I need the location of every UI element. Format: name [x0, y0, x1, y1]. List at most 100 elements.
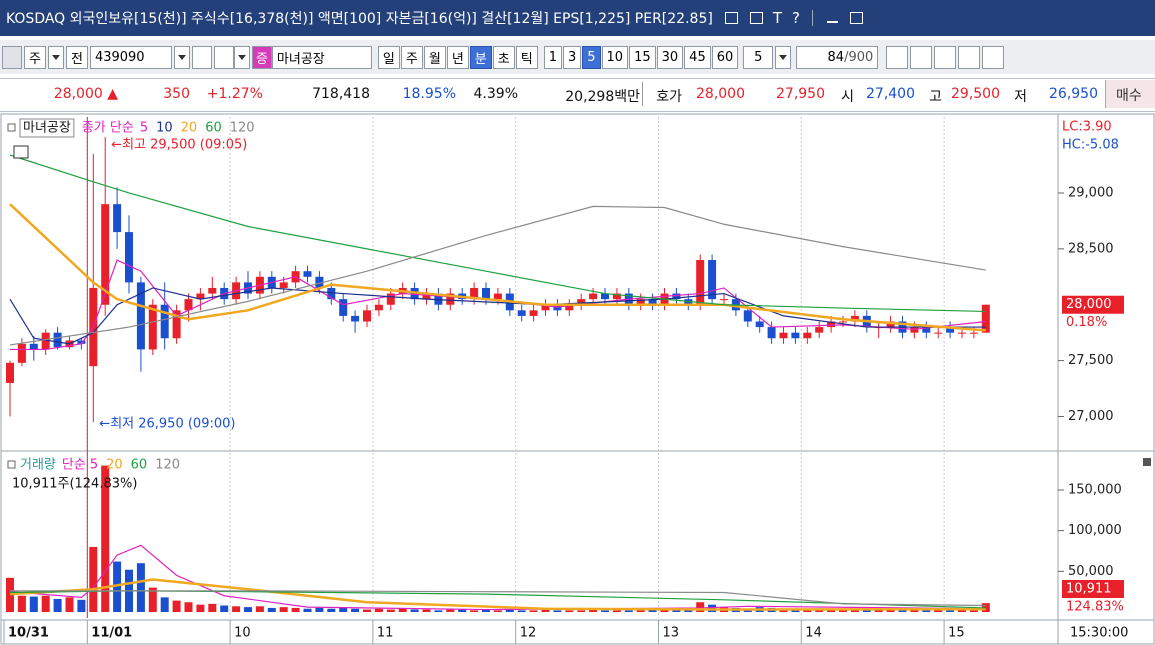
toolbar: 주 전 439090 증 마녀공장 일 주 월 년 분 초 틱 1 3 5 10 15 30 45 60 5 84/900	[0, 40, 1155, 74]
interval-button[interactable]: 5	[582, 45, 601, 69]
period-button[interactable]: 분	[469, 45, 492, 69]
period-button[interactable]: 년	[446, 45, 469, 69]
candle-body	[946, 327, 955, 333]
volume-bar	[422, 609, 431, 612]
volume-bar	[446, 609, 455, 612]
lc-label: LC:3.90	[1062, 120, 1112, 135]
volume-bar	[910, 609, 919, 612]
volume-bar	[684, 609, 693, 612]
check-icon[interactable]	[982, 45, 1005, 69]
candle-body	[125, 232, 133, 283]
candle-body	[577, 299, 586, 305]
candle-body	[648, 299, 657, 305]
volume-bar	[482, 609, 490, 612]
legend-entry: 60	[205, 121, 222, 136]
interval-button[interactable]: 30	[656, 45, 684, 69]
volume-bar	[541, 609, 550, 612]
legend-entry: 20	[181, 121, 198, 136]
dropdown[interactable]	[233, 45, 250, 69]
volume-bar	[279, 607, 288, 612]
volume-bar	[327, 608, 336, 612]
candle-body	[77, 340, 86, 344]
candle-body	[148, 304, 157, 350]
legend-entry: 20	[106, 458, 123, 473]
candle-body	[6, 362, 14, 383]
interval-button[interactable]: 3	[562, 45, 582, 69]
grid-icon[interactable]	[2, 45, 22, 69]
interval-button[interactable]: 45	[684, 45, 711, 69]
buy-button[interactable]: 매수	[1105, 80, 1155, 108]
volume-bar	[434, 610, 443, 612]
window-icon[interactable]	[749, 12, 763, 24]
candle-body	[41, 332, 50, 350]
settings-icon[interactable]	[958, 45, 981, 69]
annotation: ←최고 29,500 (09:05)	[111, 138, 247, 153]
search-icon[interactable]	[191, 45, 212, 69]
volume-bar	[160, 597, 169, 612]
legend-entry: 120	[230, 121, 255, 136]
candle-body	[589, 293, 598, 300]
title-bar: KOSDAQ 외국인보유[15(천)] 주식수[16,378(천)] 액면[10…	[0, 0, 1155, 36]
y-tick-label: 27,500	[1068, 353, 1114, 368]
candle-body	[17, 343, 26, 363]
sound-icon[interactable]	[213, 45, 234, 69]
candle-body	[482, 287, 490, 300]
mode-button[interactable]: 전	[65, 45, 88, 69]
volume-bar	[89, 546, 98, 612]
candle-body	[743, 310, 752, 322]
code-input[interactable]: 439090	[89, 45, 172, 69]
mode-button[interactable]: 주	[24, 45, 46, 69]
period-button[interactable]: 주	[400, 45, 423, 69]
minimize[interactable]	[826, 21, 838, 23]
dropdown[interactable]	[47, 45, 64, 69]
volume-bar	[232, 606, 241, 612]
volume-bar	[351, 608, 360, 612]
volume-bar	[958, 609, 966, 612]
period-button[interactable]: 초	[492, 45, 515, 69]
candle-body	[279, 282, 288, 288]
candle-body	[136, 282, 145, 350]
dropdown[interactable]	[775, 45, 792, 69]
text-icon[interactable]: T	[772, 9, 782, 27]
volume-bar	[291, 607, 300, 612]
interval-button[interactable]: 10	[601, 45, 629, 69]
interval-button[interactable]: 60	[711, 45, 739, 69]
volume-bar	[529, 610, 538, 612]
divider	[642, 82, 643, 106]
count[interactable]: 84	[827, 49, 845, 65]
volume-bar	[601, 610, 609, 612]
candle-body	[517, 310, 526, 316]
save-icon[interactable]	[934, 45, 957, 69]
stock-name[interactable]: 마녀공장	[271, 45, 372, 69]
quote-ratio1: 18.95%	[402, 86, 456, 102]
maximize[interactable]	[849, 12, 863, 24]
legend-title: 거래량	[20, 458, 56, 473]
layout-icon[interactable]	[724, 12, 738, 24]
volume-bar	[196, 604, 205, 612]
help-icon[interactable]: ?	[792, 9, 800, 27]
candle-body	[886, 321, 895, 328]
candle-body	[184, 299, 193, 311]
period-button[interactable]: 월	[423, 45, 446, 69]
dropdown[interactable]	[173, 45, 190, 69]
candle-body	[850, 315, 859, 322]
candle-body	[791, 332, 800, 339]
multiplier[interactable]: 5	[743, 45, 774, 69]
period-button[interactable]: 틱	[515, 45, 538, 69]
interval-button[interactable]: 15	[629, 45, 656, 69]
draw-icon[interactable]	[910, 45, 933, 69]
x-tick-label: 10	[234, 626, 251, 641]
x-tick-label: 12	[520, 626, 537, 641]
volume-bar	[339, 607, 348, 612]
candle-body	[351, 315, 360, 322]
volume-bar	[17, 595, 26, 612]
interval-button[interactable]: 1	[543, 45, 562, 69]
tool-icon[interactable]	[886, 45, 909, 69]
period-button[interactable]: 일	[377, 45, 400, 69]
volume-bar	[363, 609, 371, 612]
candle-body	[208, 287, 217, 294]
volume-bar	[636, 610, 645, 612]
candle-body	[53, 332, 62, 348]
candle-body	[113, 204, 122, 233]
